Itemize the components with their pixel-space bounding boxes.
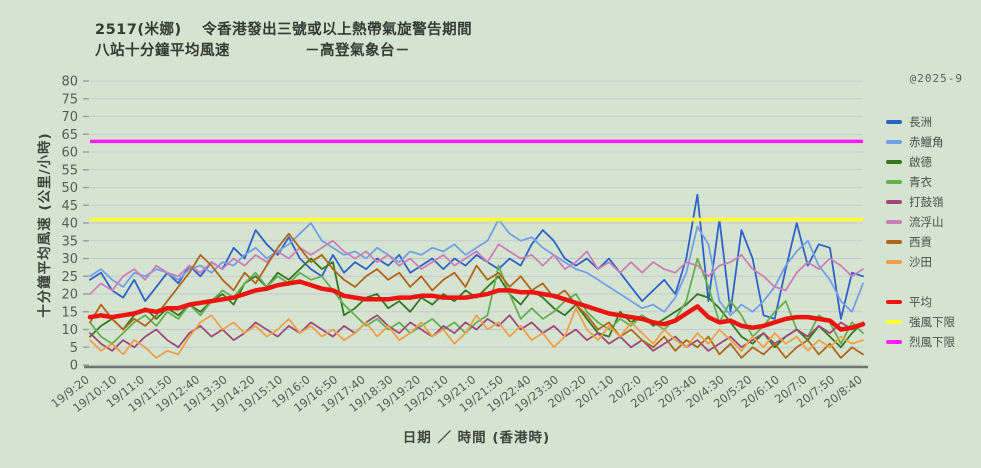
legend-item-average: 平均	[886, 292, 978, 312]
watermark-text: @2025-9	[909, 72, 963, 85]
y-tick-label-45: 45	[61, 199, 78, 214]
legend-label-strong-wind-threshold: 強風下限	[909, 315, 955, 329]
y-tick-label-0: 0	[70, 359, 78, 374]
legend-swatch-sha-tin	[886, 260, 902, 264]
y-tick-label-40: 40	[61, 217, 78, 232]
legend-item-chek-lap-kok: 赤鱲角	[886, 132, 978, 152]
legend-item-tsing-yi: 青衣	[886, 172, 978, 192]
legend-swatch-tsing-yi	[886, 180, 902, 184]
legend-item-sai-kung: 西貢	[886, 232, 978, 252]
legend-swatch-kai-tak	[886, 160, 902, 164]
y-tick-label-70: 70	[61, 110, 78, 125]
legend-swatch-cheung-chau	[886, 120, 902, 124]
y-tick-label-50: 50	[61, 181, 78, 196]
legend-swatch-lau-fau-shan	[886, 220, 902, 224]
chart-title-line-2: 八站十分鐘平均風速 －高登氣象台－	[95, 43, 410, 59]
legend-reference-group: 平均強風下限烈風下限	[886, 292, 978, 352]
y-tick-label-60: 60	[61, 146, 78, 161]
series-line-chek-lap-kok	[89, 218, 864, 317]
series-line-sha-tin	[89, 307, 864, 359]
legend-label-average: 平均	[909, 295, 932, 309]
y-tick-label-15: 15	[61, 305, 78, 320]
legend-item-lau-fau-shan: 流浮山	[886, 212, 978, 232]
legend-label-ta-kwu-ling: 打鼓嶺	[909, 195, 944, 209]
legend-swatch-ta-kwu-ling	[886, 200, 902, 204]
legend-label-lau-fau-shan: 流浮山	[909, 215, 944, 229]
legend-label-kai-tak: 啟德	[909, 155, 932, 169]
legend-station-group: 長洲赤鱲角啟德青衣打鼓嶺流浮山西貢沙田	[886, 112, 978, 272]
legend-swatch-gale-threshold	[886, 340, 902, 344]
legend-label-gale-threshold: 烈風下限	[909, 335, 955, 349]
series-line-lau-fau-shan	[89, 239, 864, 295]
series-line-sai-kung	[89, 232, 864, 359]
legend-label-chek-lap-kok: 赤鱲角	[909, 135, 944, 149]
legend: 長洲赤鱲角啟德青衣打鼓嶺流浮山西貢沙田 平均強風下限烈風下限	[886, 112, 978, 352]
legend-swatch-strong-wind-threshold	[886, 320, 902, 324]
legend-swatch-chek-lap-kok	[886, 140, 902, 144]
chart-title: 2517(米娜) 令香港發出三號或以上熱帶氣旋警告期間 八站十分鐘平均風速 －高登…	[95, 20, 472, 62]
legend-swatch-sai-kung	[886, 240, 902, 244]
series-line-tsing-yi	[89, 257, 864, 345]
y-tick-label-55: 55	[61, 163, 78, 178]
y-tick-label-80: 80	[61, 75, 78, 90]
y-tick-label-30: 30	[61, 252, 78, 267]
legend-label-cheung-chau: 長洲	[909, 115, 932, 129]
y-tick-label-75: 75	[61, 92, 78, 107]
y-tick-label-35: 35	[61, 234, 78, 249]
legend-label-tsing-yi: 青衣	[909, 175, 932, 189]
y-tick-label-65: 65	[61, 128, 78, 143]
y-axis-title: 十分鐘平均風速 (公里/小時)	[37, 132, 53, 318]
series-line-average	[87, 279, 866, 332]
y-tick-label-25: 25	[61, 270, 78, 285]
y-tick-label-10: 10	[61, 323, 78, 338]
x-axis-title: 日期 ／ 時間 (香港時)	[402, 430, 551, 446]
legend-item-sha-tin: 沙田	[886, 252, 978, 272]
legend-swatch-average	[886, 300, 902, 304]
y-tick-label-20: 20	[61, 288, 78, 303]
chart-title-line-1: 2517(米娜) 令香港發出三號或以上熱帶氣旋警告期間	[95, 22, 473, 38]
y-tick-label-5: 5	[70, 341, 78, 356]
legend-item-ta-kwu-ling: 打鼓嶺	[886, 192, 978, 212]
legend-item-kai-tak: 啟德	[886, 152, 978, 172]
series-line-ta-kwu-ling	[89, 314, 864, 352]
legend-label-sha-tin: 沙田	[909, 255, 932, 269]
legend-label-sai-kung: 西貢	[909, 235, 932, 249]
legend-item-strong-wind-threshold: 強風下限	[886, 312, 978, 332]
legend-item-gale-threshold: 烈風下限	[886, 332, 978, 352]
legend-item-cheung-chau: 長洲	[886, 112, 978, 132]
